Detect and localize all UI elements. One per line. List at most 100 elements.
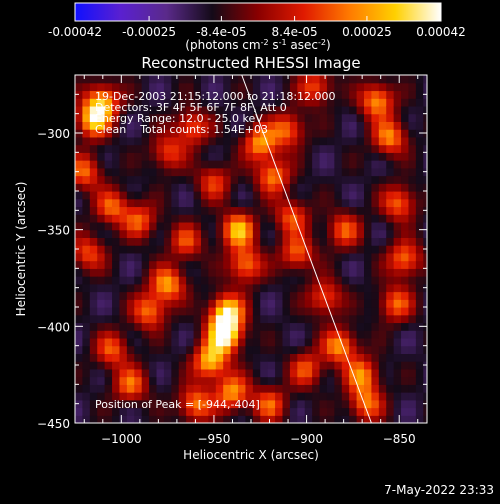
heatmap-cell [141, 198, 150, 208]
heatmap-cell [245, 152, 254, 161]
heatmap-cell [326, 152, 335, 161]
heatmap-cell [423, 368, 427, 378]
heatmap-cell [341, 175, 350, 184]
heatmap-cell [282, 291, 291, 300]
heatmap-cell [378, 129, 387, 138]
heatmap-cell [200, 291, 209, 300]
heatmap-cell [378, 175, 387, 184]
heatmap-cell [245, 392, 254, 401]
heatmap-cell [401, 183, 410, 192]
heatmap-cell [171, 198, 180, 208]
heatmap-cell [408, 245, 417, 254]
heatmap-cell [341, 361, 350, 370]
heatmap-cell [163, 167, 172, 177]
heatmap-cell [297, 307, 306, 316]
heatmap-cell [149, 345, 158, 354]
heatmap-cell [408, 361, 417, 370]
heatmap-cell [297, 214, 306, 223]
heatmap-cell [260, 337, 269, 347]
heatmap-cell [171, 407, 180, 416]
heatmap-cell [297, 276, 306, 285]
heatmap-cell [245, 206, 254, 215]
heatmap-cell [186, 322, 195, 331]
heatmap-cell [215, 75, 224, 84]
heatmap-cell [112, 283, 121, 293]
heatmap-cell [104, 82, 113, 92]
heatmap-cell [156, 191, 165, 200]
heatmap-cell [156, 90, 165, 99]
heatmap-cell [186, 175, 195, 184]
heatmap-cell [326, 415, 335, 423]
heatmap-cell [208, 221, 217, 231]
heatmap-cell [267, 144, 276, 153]
heatmap-cell [200, 314, 209, 324]
heatmap-cell [75, 361, 84, 370]
heatmap-cell [401, 376, 410, 385]
heatmap-cell [104, 307, 113, 316]
heatmap-cell [326, 260, 335, 269]
heatmap-cell [238, 75, 247, 84]
heatmap-cell [312, 399, 321, 409]
heatmap-cell [386, 337, 395, 347]
heatmap-cell [326, 175, 335, 184]
heatmap-cell [393, 237, 402, 246]
heatmap-cell [163, 129, 172, 138]
heatmap-cell [260, 376, 269, 385]
heatmap-cell [104, 214, 113, 223]
heatmap-cell [408, 121, 417, 130]
heatmap-cell [126, 144, 135, 153]
heatmap-cell [275, 330, 284, 339]
heatmap-cell [319, 268, 328, 277]
heatmap-cell [401, 191, 410, 200]
heatmap-cell [163, 299, 172, 308]
heatmap-cell [230, 252, 239, 262]
heatmap-cell [171, 368, 180, 378]
heatmap-cell [267, 113, 276, 122]
heatmap-cell [126, 245, 135, 254]
heatmap-cell [178, 98, 187, 107]
heatmap-cell [289, 299, 298, 308]
heatmap-cell [267, 160, 276, 169]
heatmap-cell [119, 206, 128, 215]
heatmap-cell [378, 322, 387, 331]
heatmap-cell [393, 121, 402, 130]
heatmap-cell [378, 113, 387, 122]
heatmap-cell [75, 353, 84, 362]
heatmap-cell [341, 121, 350, 130]
heatmap-cell [415, 299, 424, 308]
heatmap-cell [334, 260, 343, 269]
heatmap-cell [297, 283, 306, 293]
heatmap-cell [163, 392, 172, 401]
heatmap-cell [334, 368, 343, 378]
heatmap-cell [326, 368, 335, 378]
heatmap-cell [415, 144, 424, 153]
heatmap-cell [163, 144, 172, 153]
heatmap-cell [126, 283, 135, 293]
heatmap-cell [415, 399, 424, 409]
heatmap-cell [393, 152, 402, 161]
heatmap-cell [289, 105, 298, 115]
heatmap-cell [252, 90, 261, 99]
heatmap-cell [208, 330, 217, 339]
heatmap-cell [149, 175, 158, 184]
heatmap-cell [215, 337, 224, 347]
heatmap-cell [415, 191, 424, 200]
heatmap-cell [275, 206, 284, 215]
heatmap-cell [112, 322, 121, 331]
heatmap-cell [238, 121, 247, 130]
heatmap-cell [193, 330, 202, 339]
heatmap-cell [401, 353, 410, 362]
heatmap-cell [186, 384, 195, 393]
heatmap-cell [386, 105, 395, 115]
heatmap-cell [112, 330, 121, 339]
heatmap-cell [304, 98, 313, 107]
heatmap-cell [82, 206, 91, 215]
heatmap-cell [230, 407, 239, 416]
heatmap-cell [401, 368, 410, 378]
heatmap-cell [349, 183, 358, 192]
heatmap-cell [289, 252, 298, 262]
heatmap-cell [341, 136, 350, 146]
heatmap-cell [223, 98, 232, 107]
heatmap-cell [408, 337, 417, 347]
heatmap-cell [356, 361, 365, 370]
